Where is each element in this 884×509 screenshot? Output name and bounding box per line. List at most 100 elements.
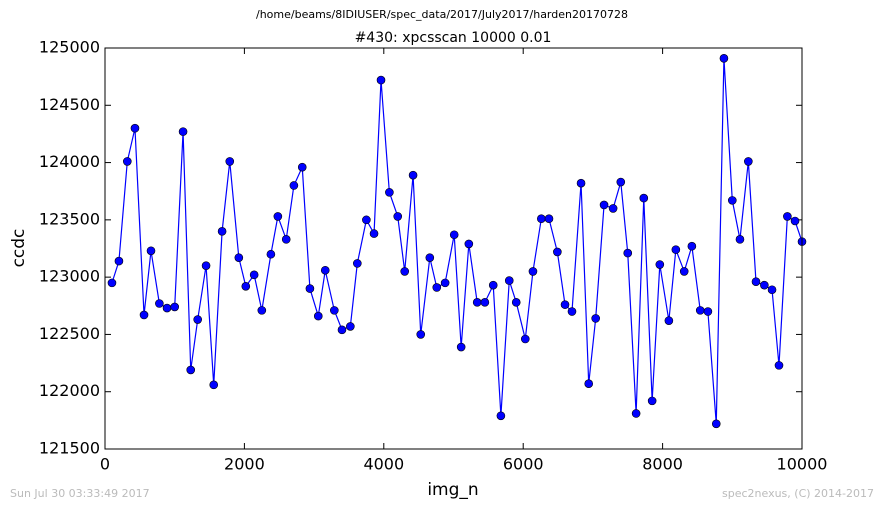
chart-title: #430: xpcsscan 10000 0.01 [355,30,552,46]
data-point [599,200,609,210]
data-point [209,380,219,390]
y-tick-label: 121500 [39,439,100,458]
y-tick-label: 122500 [39,324,100,343]
data-point [783,212,792,221]
data-point [695,306,705,315]
data-point [425,253,435,262]
data-point [225,157,235,166]
data-point [760,280,769,290]
data-point [416,330,426,339]
data-point [687,241,697,251]
data-point [320,265,330,275]
data-point [703,307,713,316]
footer-right: spec2nexus, (C) 2014-2017 [722,487,874,500]
data-point [289,181,299,190]
data-point [234,253,244,262]
data-point [631,409,641,418]
data-point [123,157,132,166]
data-point [639,193,649,203]
data-point [544,214,554,224]
data-point [655,260,665,269]
data-point [139,310,149,320]
data-point [178,127,188,136]
data-point [330,306,339,315]
data-point [472,298,482,307]
data-point [369,229,379,238]
data-point [511,298,521,307]
data-point [664,316,674,325]
data-point [464,239,474,249]
data-point [711,419,721,429]
data-point [114,256,124,266]
data-point [735,235,745,244]
data-point [393,212,403,221]
data-point [408,170,418,180]
data-point [567,307,577,316]
data-point [790,216,800,226]
x-tick-label: 4000 [363,455,404,474]
y-tick-label: 123000 [39,267,100,286]
data-point [608,204,618,213]
data-point [767,285,777,295]
data-line [111,58,803,424]
data-point [584,379,594,388]
data-point [297,162,307,172]
data-point [520,334,530,344]
data-point [217,227,227,236]
data-point [273,212,283,221]
data-point [751,277,761,287]
data-point [201,261,211,270]
data-point [249,270,259,280]
data-point [362,215,371,225]
data-point [130,123,140,133]
data-point [107,278,117,288]
data-point [400,267,410,276]
x-tick-label: 8000 [642,455,683,474]
data-point [337,325,347,335]
data-point [719,54,729,63]
data-point [353,259,362,268]
data-point [671,245,681,254]
plot-frame [104,47,803,450]
data-point [146,246,156,256]
y-axis-label: ccdc [9,229,29,268]
data-point [432,283,442,292]
y-tick-label: 124500 [39,95,100,114]
data-point [480,298,490,307]
data-point [744,157,753,166]
data-point [193,315,203,324]
data-point [440,278,450,288]
data-point [385,188,394,197]
data-point [155,299,164,308]
data-point [257,306,267,315]
data-point [727,196,737,205]
data-point [553,247,562,257]
data-point [504,276,514,285]
data-point [560,300,570,309]
data-point [679,267,689,276]
data-point [647,396,657,406]
data-point [537,214,546,224]
data-point [241,282,251,291]
data-point [591,314,600,323]
x-tick-label: 10000 [777,455,828,474]
data-point [281,235,291,244]
y-tick-label: 123500 [39,209,100,228]
data-point [496,411,506,421]
footer-left: Sun Jul 30 03:33:49 2017 [10,487,150,500]
data-point [774,361,784,370]
data-point [313,311,323,321]
x-tick-label: 2000 [224,455,265,474]
x-tick-label: 6000 [503,455,544,474]
data-point [488,280,498,290]
data-point [170,302,179,312]
y-tick-label: 125000 [39,38,100,57]
data-point [186,365,196,375]
x-tick-label: 0 [100,455,110,474]
y-tick-label: 122000 [39,381,100,400]
suptitle: /home/beams/8IDIUSER/spec_data/2017/July… [256,8,628,21]
data-point [616,177,626,187]
data-point [449,230,459,240]
